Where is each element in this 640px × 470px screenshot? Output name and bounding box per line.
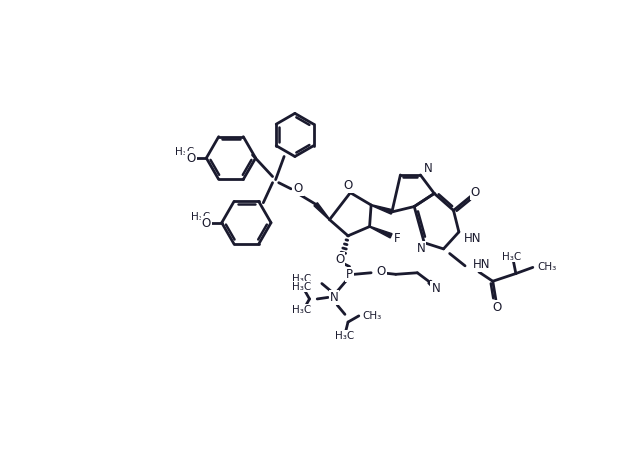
Text: O: O <box>186 152 196 165</box>
Text: H₃C: H₃C <box>191 212 210 221</box>
Polygon shape <box>369 226 392 238</box>
Text: H₃C: H₃C <box>292 282 312 291</box>
Text: H₃C: H₃C <box>292 305 312 315</box>
Text: O: O <box>202 217 211 230</box>
Text: O: O <box>376 265 386 278</box>
Polygon shape <box>314 203 330 220</box>
Text: N: N <box>424 162 433 175</box>
Text: CH₃: CH₃ <box>538 262 557 273</box>
Text: O: O <box>493 301 502 314</box>
Text: O: O <box>335 253 344 266</box>
Text: O: O <box>470 186 480 199</box>
Polygon shape <box>371 204 393 214</box>
Text: O: O <box>293 182 303 196</box>
Text: N: N <box>417 243 426 255</box>
Text: H₃C: H₃C <box>175 147 195 157</box>
Text: H₃C: H₃C <box>335 331 355 341</box>
Text: HN: HN <box>473 258 490 271</box>
Text: H₃C: H₃C <box>502 251 522 262</box>
Text: N: N <box>431 282 440 295</box>
Text: H₃C: H₃C <box>292 274 311 284</box>
Text: N: N <box>330 291 339 304</box>
Text: P: P <box>346 268 353 281</box>
Text: F: F <box>394 232 401 244</box>
Text: HN: HN <box>463 232 481 244</box>
Text: O: O <box>344 179 353 192</box>
Text: CH₃: CH₃ <box>362 311 381 321</box>
